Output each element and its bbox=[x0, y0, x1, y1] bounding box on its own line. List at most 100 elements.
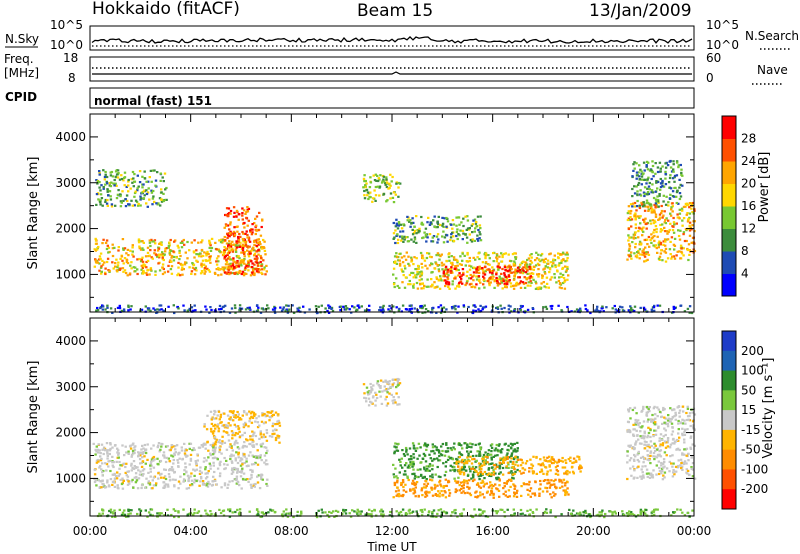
data-cell bbox=[140, 268, 143, 271]
data-cell bbox=[446, 271, 449, 274]
data-cell bbox=[413, 274, 417, 277]
data-cell bbox=[106, 182, 109, 185]
data-cell bbox=[661, 179, 664, 182]
data-cell bbox=[475, 225, 479, 228]
data-cell bbox=[298, 306, 301, 309]
data-cell bbox=[470, 240, 474, 243]
data-cell bbox=[260, 247, 264, 250]
data-cell bbox=[510, 452, 514, 455]
data-cell bbox=[688, 234, 692, 237]
data-cell bbox=[409, 225, 412, 228]
data-cell bbox=[658, 255, 662, 258]
data-cell bbox=[493, 449, 496, 452]
data-cell bbox=[131, 246, 134, 249]
data-cell bbox=[537, 273, 541, 276]
data-cell bbox=[163, 456, 166, 459]
data-cell bbox=[112, 480, 115, 483]
data-cell bbox=[478, 454, 481, 457]
data-cell bbox=[186, 474, 190, 477]
data-cell bbox=[395, 181, 398, 184]
data-cell bbox=[503, 482, 506, 485]
data-cell bbox=[435, 226, 438, 229]
data-cell bbox=[451, 280, 454, 283]
data-cell bbox=[633, 252, 636, 255]
data-cell bbox=[180, 449, 184, 452]
data-cell bbox=[488, 463, 491, 466]
data-cell bbox=[407, 255, 410, 258]
data-cell bbox=[256, 238, 259, 241]
data-cell bbox=[363, 392, 366, 395]
data-cell bbox=[478, 485, 481, 488]
data-cell bbox=[561, 460, 565, 463]
data-cell bbox=[487, 467, 491, 470]
data-cell bbox=[671, 415, 675, 419]
data-cell bbox=[431, 476, 434, 479]
data-cell bbox=[214, 440, 218, 443]
data-cell bbox=[650, 168, 653, 171]
data-cell bbox=[387, 387, 390, 390]
data-cell bbox=[382, 192, 386, 195]
data-cell bbox=[244, 424, 247, 427]
data-cell bbox=[375, 396, 379, 400]
data-cell bbox=[530, 467, 534, 470]
data-cell bbox=[247, 464, 250, 467]
data-cell bbox=[657, 472, 661, 476]
data-cell bbox=[393, 399, 396, 402]
data-cell bbox=[549, 469, 552, 472]
data-cell bbox=[547, 262, 550, 265]
data-cell bbox=[544, 305, 548, 308]
data-cell bbox=[108, 190, 112, 193]
data-cell bbox=[459, 255, 462, 258]
data-cell bbox=[509, 446, 513, 449]
data-cell bbox=[634, 216, 638, 219]
data-cell bbox=[178, 457, 181, 460]
data-cell bbox=[192, 251, 196, 254]
data-cell bbox=[468, 486, 471, 489]
data-cell bbox=[646, 258, 649, 261]
data-cell bbox=[657, 408, 660, 411]
data-cell bbox=[447, 281, 451, 284]
data-cell bbox=[424, 480, 428, 483]
data-cell bbox=[460, 444, 463, 447]
data-cell bbox=[437, 268, 440, 271]
data-cell bbox=[671, 426, 674, 429]
data-cell bbox=[636, 434, 639, 437]
data-cell bbox=[425, 235, 428, 238]
data-cell bbox=[462, 460, 465, 463]
data-cell bbox=[562, 281, 565, 285]
data-cell bbox=[242, 240, 245, 243]
data-cell bbox=[136, 466, 139, 469]
data-cell bbox=[193, 469, 197, 472]
data-cell bbox=[653, 446, 656, 449]
data-cell bbox=[453, 267, 456, 270]
cpid-label: CPID bbox=[5, 90, 37, 104]
data-cell bbox=[460, 470, 463, 473]
data-cell bbox=[235, 478, 238, 482]
data-cell bbox=[426, 482, 430, 485]
data-cell bbox=[390, 180, 393, 183]
data-cell bbox=[181, 240, 184, 243]
data-cell bbox=[262, 436, 265, 439]
data-cell bbox=[508, 495, 511, 498]
data-cell bbox=[642, 306, 646, 309]
data-cell bbox=[379, 395, 382, 398]
data-cell bbox=[131, 478, 134, 481]
data-cell bbox=[458, 468, 462, 471]
data-cell bbox=[472, 219, 475, 222]
data-cell bbox=[431, 464, 434, 467]
data-cell bbox=[532, 268, 535, 271]
data-cell bbox=[466, 253, 469, 256]
data-cell bbox=[677, 202, 680, 205]
data-cell bbox=[200, 255, 203, 258]
data-cell bbox=[260, 445, 263, 448]
data-cell bbox=[649, 440, 653, 443]
data-cell bbox=[651, 236, 655, 239]
data-cell bbox=[392, 396, 395, 399]
data-cell bbox=[658, 240, 661, 243]
data-cell bbox=[145, 273, 149, 276]
data-cell bbox=[99, 459, 103, 462]
data-cell bbox=[485, 253, 488, 256]
data-cell bbox=[538, 488, 541, 491]
data-cell bbox=[519, 464, 523, 467]
